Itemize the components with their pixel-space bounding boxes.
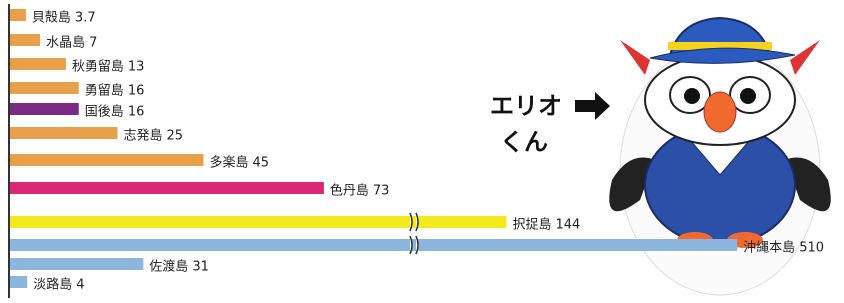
bar-label: 沖縄本島 (743, 241, 795, 256)
bar (10, 34, 40, 46)
bar (10, 154, 204, 166)
bar (10, 258, 143, 270)
bar (10, 9, 26, 21)
bar-label: 志発島 (124, 129, 163, 144)
value-label: 4 (76, 278, 84, 293)
bar (10, 127, 118, 139)
bar-label: 勇留島 (85, 84, 124, 99)
bar-label: 秋勇留島 (72, 60, 124, 75)
bar-label: 国後島 (85, 105, 124, 120)
bar (10, 239, 737, 251)
value-label: 31 (192, 260, 209, 275)
value-label: 73 (373, 184, 390, 199)
bar-label: 多楽島 (210, 155, 249, 171)
bar (10, 103, 79, 115)
value-label: 144 (556, 218, 581, 233)
value-label: 45 (253, 156, 270, 171)
bar (10, 276, 27, 288)
annotation: くん (500, 128, 548, 156)
chart: エリオ くん 貝殻島 3.7 水晶島 7 秋勇留島 13 勇留島 16 国後島 16 志発島 25 多楽… (0, 0, 844, 303)
bar (10, 58, 66, 70)
value-label: 510 (799, 241, 824, 256)
bar-label: 色丹島 (330, 183, 369, 199)
bar (10, 182, 324, 194)
arrow (575, 92, 610, 120)
value-label: 13 (128, 60, 145, 75)
bar-label: 淡路島 (33, 277, 72, 293)
bar-label: 水晶島 (46, 36, 85, 51)
annotation: エリオ (490, 92, 562, 120)
value-label: 16 (128, 105, 145, 120)
value-label: 16 (128, 84, 145, 99)
bar (10, 216, 507, 228)
bar (10, 82, 79, 94)
bar-label: 貝殻島 (32, 11, 71, 26)
value-label: 7 (89, 36, 97, 51)
value-label: 3.7 (75, 11, 96, 26)
bar-label: 択捉島 (513, 218, 552, 233)
value-label: 25 (167, 129, 184, 144)
bar-label: 佐渡島 (149, 259, 188, 275)
mascot (609, 18, 831, 295)
